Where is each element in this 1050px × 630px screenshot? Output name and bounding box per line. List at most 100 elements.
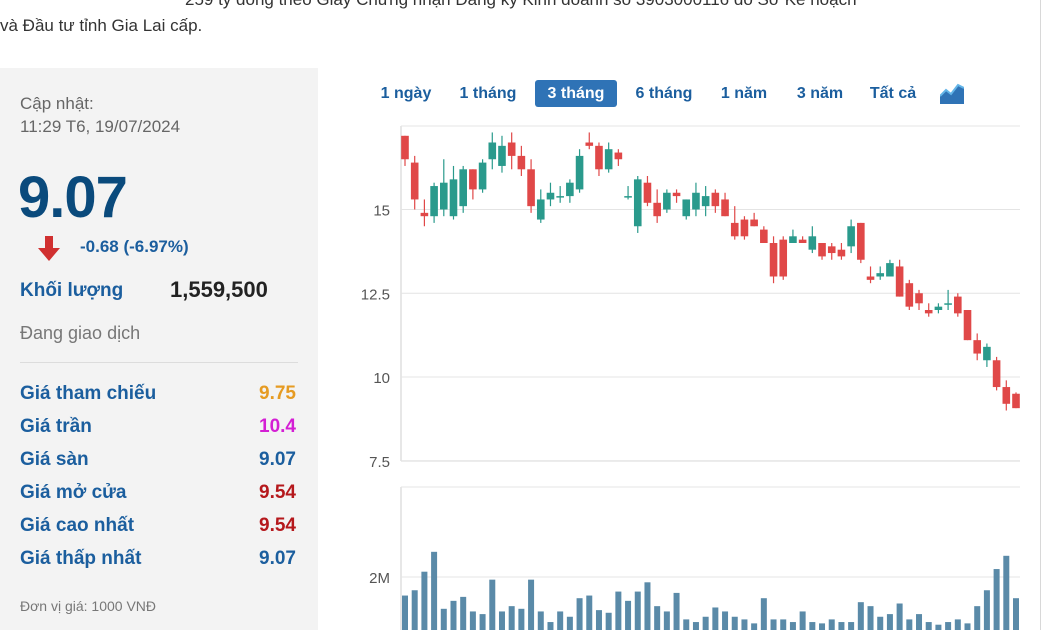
volume-bar: [702, 616, 709, 630]
volume-bar: [489, 579, 496, 630]
volume-bar: [799, 611, 806, 630]
volume-bar: [460, 596, 467, 630]
tab-6-months[interactable]: 6 tháng: [635, 85, 693, 102]
volume-bar: [537, 611, 544, 630]
row-value: 9.75: [259, 383, 296, 404]
candle-body: [401, 135, 409, 160]
candle-body: [420, 212, 429, 217]
volume-bar: [450, 600, 457, 630]
volume-bar: [974, 606, 981, 630]
candle-body: [469, 169, 477, 190]
tab-3-years[interactable]: 3 năm: [796, 85, 844, 102]
candle-body: [944, 303, 952, 305]
volume-bar: [469, 611, 476, 630]
candle-body: [604, 149, 613, 170]
tab-1-day[interactable]: 1 ngày: [380, 85, 432, 102]
area-chart-icon[interactable]: [940, 82, 964, 104]
volume-bar: [663, 611, 670, 630]
volume-bar: [741, 619, 748, 630]
volume-bar: [586, 595, 593, 630]
volume-bar: [566, 616, 573, 630]
candle-body: [1012, 393, 1020, 409]
candle-body: [575, 155, 584, 190]
row-label: Giá trần: [20, 416, 92, 437]
candle-body: [963, 310, 972, 341]
row-value: 9.54: [259, 515, 296, 536]
row-label: Giá tham chiếu: [20, 383, 157, 404]
row-label: Giá thấp nhất: [20, 548, 142, 569]
tab-3-months[interactable]: 3 tháng: [535, 80, 617, 107]
current-price: 9.07: [18, 165, 128, 230]
candle-body: [556, 196, 564, 198]
updated-label: Cập nhật:: [20, 94, 94, 113]
price-change: -0.68 (-6.97%): [80, 237, 189, 256]
candle-body: [847, 226, 855, 247]
row-low-price: Giá thấp nhất 9.07: [20, 548, 296, 574]
volume-bar: [576, 598, 583, 630]
candle-body: [653, 202, 661, 217]
candle-body: [682, 199, 691, 217]
row-high-price: Giá cao nhất 9.54: [20, 515, 296, 541]
candle-body: [711, 192, 720, 207]
volume-bar: [945, 622, 952, 630]
row-value: 9.07: [259, 449, 296, 470]
volume-bar: [634, 591, 641, 630]
candle-body: [449, 179, 458, 217]
volume-bar: [1013, 598, 1019, 630]
volume-bar: [877, 616, 884, 630]
volume-bar: [731, 616, 738, 630]
row-label: Giá mở cửa: [20, 482, 127, 503]
tab-all[interactable]: Tất cả: [869, 85, 917, 102]
volume-bar: [789, 622, 796, 630]
candle-body: [730, 222, 739, 237]
candle-body: [439, 182, 448, 210]
volume-bar: [925, 622, 932, 630]
candle-body: [866, 276, 875, 280]
volume-bar: [770, 619, 777, 630]
panel-divider: [20, 362, 298, 363]
volume-bar: [547, 622, 554, 630]
candle-body: [837, 249, 846, 257]
volume-value: 1,559,500: [170, 277, 268, 302]
tab-1-year[interactable]: 1 năm: [720, 85, 768, 102]
volume-bar: [751, 623, 758, 630]
candle-body: [692, 192, 700, 210]
volume-bar: [615, 591, 622, 630]
candle-body: [663, 192, 671, 210]
tab-1-month[interactable]: 1 tháng: [459, 85, 517, 102]
candle-body: [798, 239, 807, 243]
row-floor-price: Giá sàn 9.07: [20, 449, 296, 475]
volume-bar: [983, 590, 990, 630]
volume-bar: [595, 610, 602, 630]
volume-bar: [993, 569, 1000, 630]
volume-bar: [625, 600, 632, 630]
candle-body: [410, 162, 419, 200]
price-tick-label: 7.5: [369, 454, 390, 471]
intro-line-1: 259 tỷ đồng theo Giấy Chứng nhận Đăng ký…: [185, 0, 857, 10]
candle-body: [643, 182, 652, 203]
price-tick-label: 15: [373, 203, 390, 220]
volume-bar: [421, 571, 428, 630]
volume-bar: [780, 619, 787, 630]
row-reference-price: Giá tham chiếu 9.75: [20, 383, 296, 409]
candle-body: [895, 266, 904, 297]
volume-bar: [828, 619, 835, 630]
candle-body: [886, 263, 894, 277]
candle-body: [624, 196, 632, 198]
updated-time: 11:29 T6, 19/07/2024: [20, 117, 181, 136]
volume-bar: [479, 614, 486, 630]
price-tick-label: 12.5: [361, 286, 390, 303]
volume-bar: [819, 623, 826, 630]
volume-bar: [440, 608, 447, 630]
volume-bar: [402, 595, 408, 630]
candle-body: [876, 273, 885, 277]
volume-bar: [886, 614, 893, 630]
volume-bar: [683, 619, 690, 630]
candle-body: [818, 243, 826, 257]
volume-bar: [605, 612, 612, 630]
candle-body: [1002, 387, 1011, 404]
candle-body: [915, 293, 923, 304]
row-value: 10.4: [259, 416, 296, 437]
intro-text: 259 tỷ đồng theo Giấy Chứng nhận Đăng ký…: [0, 0, 1040, 40]
volume-bar: [760, 598, 767, 630]
